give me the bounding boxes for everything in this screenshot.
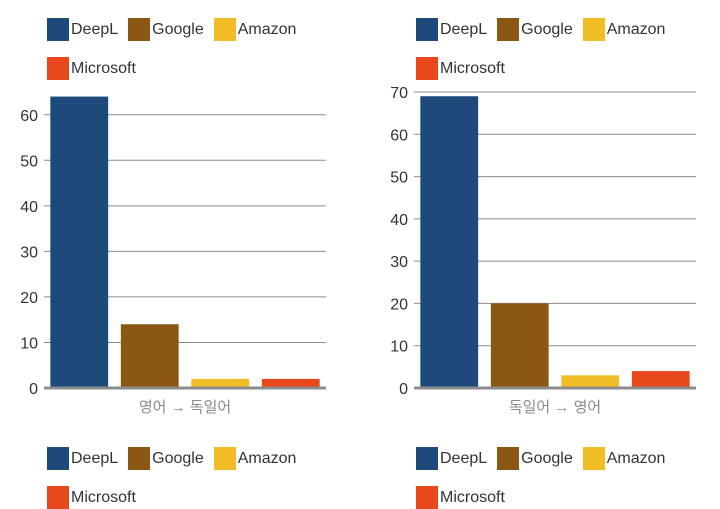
- legend-item-google: Google: [497, 18, 573, 41]
- legend-item-deepl: DeepL: [47, 18, 118, 41]
- legend-item-deepl: DeepL: [416, 18, 487, 41]
- legend-swatch-amazon: [582, 447, 605, 470]
- y-tick-label: 70: [390, 85, 408, 102]
- y-tick-label: 20: [390, 296, 408, 313]
- legend-label: Google: [152, 21, 204, 38]
- legend-swatch-deepl: [47, 18, 69, 41]
- legend-item-google: Google: [497, 447, 573, 470]
- legend-swatch-google: [497, 447, 520, 470]
- y-tick-label: 30: [20, 244, 38, 261]
- legend-label: Amazon: [237, 21, 297, 38]
- legend-item-amazon: Amazon: [582, 18, 666, 41]
- legend-label: Microsoft: [440, 489, 505, 506]
- legend-swatch-deepl: [47, 447, 69, 470]
- y-tick-label: 10: [20, 335, 38, 352]
- legend-swatch-amazon: [582, 18, 605, 41]
- bar-deepl: [420, 96, 479, 388]
- legend-bottom-left: DeepL Google Amazon Microsoft: [47, 447, 347, 509]
- legend-item-google: Google: [128, 447, 204, 470]
- y-tick-label: 20: [20, 290, 38, 307]
- legend-label: Amazon: [606, 450, 666, 467]
- legend-item-deepl: DeepL: [416, 447, 487, 470]
- y-tick-label: 0: [29, 381, 38, 398]
- legend-top-right: DeepL Google Amazon Microsoft: [416, 18, 716, 80]
- bar-amazon: [561, 375, 620, 388]
- legend-swatch-google: [128, 18, 151, 41]
- y-tick-label: 60: [390, 127, 408, 144]
- x-axis-label: 영어 → 독일어: [139, 399, 231, 416]
- legend-swatch-deepl: [416, 447, 438, 470]
- legend-label: DeepL: [440, 450, 488, 467]
- bar-microsoft: [631, 371, 690, 388]
- legend-label: Microsoft: [71, 489, 136, 506]
- legend-swatch-microsoft: [47, 486, 69, 509]
- legend-swatch-microsoft: [416, 486, 438, 509]
- legend-bottom-right: DeepL Google Amazon Microsoft: [416, 447, 716, 509]
- legend-label: DeepL: [440, 21, 488, 38]
- legend-swatch-google: [128, 447, 151, 470]
- legend-item-deepl: DeepL: [47, 447, 118, 470]
- bar-google: [490, 303, 549, 388]
- legend-label: Amazon: [237, 450, 297, 467]
- x-axis-label: 독일어 → 영어: [509, 399, 601, 416]
- legend-item-microsoft: Microsoft: [416, 486, 505, 509]
- y-tick-label: 40: [20, 199, 38, 216]
- legend-item-microsoft: Microsoft: [47, 486, 136, 509]
- bar-deepl: [50, 96, 109, 389]
- bar-microsoft: [261, 378, 320, 388]
- bar-chart-en-de: 0 10 20 30 40 50 60 영어 → 독일어: [20, 92, 326, 416]
- legend-top-left: DeepL Google Amazon Microsoft: [47, 18, 347, 80]
- legend-item-microsoft: Microsoft: [416, 57, 505, 80]
- legend-swatch-deepl: [416, 18, 438, 41]
- y-tick-label: 0: [399, 381, 408, 398]
- legend-swatch-amazon: [213, 18, 236, 41]
- y-tick-label: 40: [390, 212, 408, 229]
- legend-item-amazon: Amazon: [582, 447, 666, 470]
- legend-item-microsoft: Microsoft: [47, 57, 136, 80]
- legend-label: Google: [152, 450, 204, 467]
- legend-item-amazon: Amazon: [213, 447, 297, 470]
- bar-chart-de-en: 0 10 20 30 40 50 60 70 독일어 → 영어: [390, 85, 696, 416]
- legend-label: Google: [521, 21, 573, 38]
- legend-item-google: Google: [128, 18, 204, 41]
- legend-label: DeepL: [71, 450, 119, 467]
- y-tick-label: 10: [390, 339, 408, 356]
- bar-google: [120, 324, 179, 388]
- legend-item-amazon: Amazon: [213, 18, 297, 41]
- legend-label: DeepL: [71, 21, 119, 38]
- legend-swatch-microsoft: [416, 57, 438, 80]
- legend-label: Microsoft: [71, 60, 136, 77]
- bar-amazon: [191, 378, 250, 388]
- legend-swatch-google: [497, 18, 520, 41]
- y-tick-label: 50: [20, 153, 38, 170]
- y-tick-label: 50: [390, 170, 408, 187]
- legend-swatch-amazon: [213, 447, 236, 470]
- legend-label: Microsoft: [440, 60, 505, 77]
- legend-label: Amazon: [606, 21, 666, 38]
- legend-label: Google: [521, 450, 573, 467]
- legend-swatch-microsoft: [47, 57, 69, 80]
- y-tick-label: 60: [20, 108, 38, 125]
- y-tick-label: 30: [390, 254, 408, 271]
